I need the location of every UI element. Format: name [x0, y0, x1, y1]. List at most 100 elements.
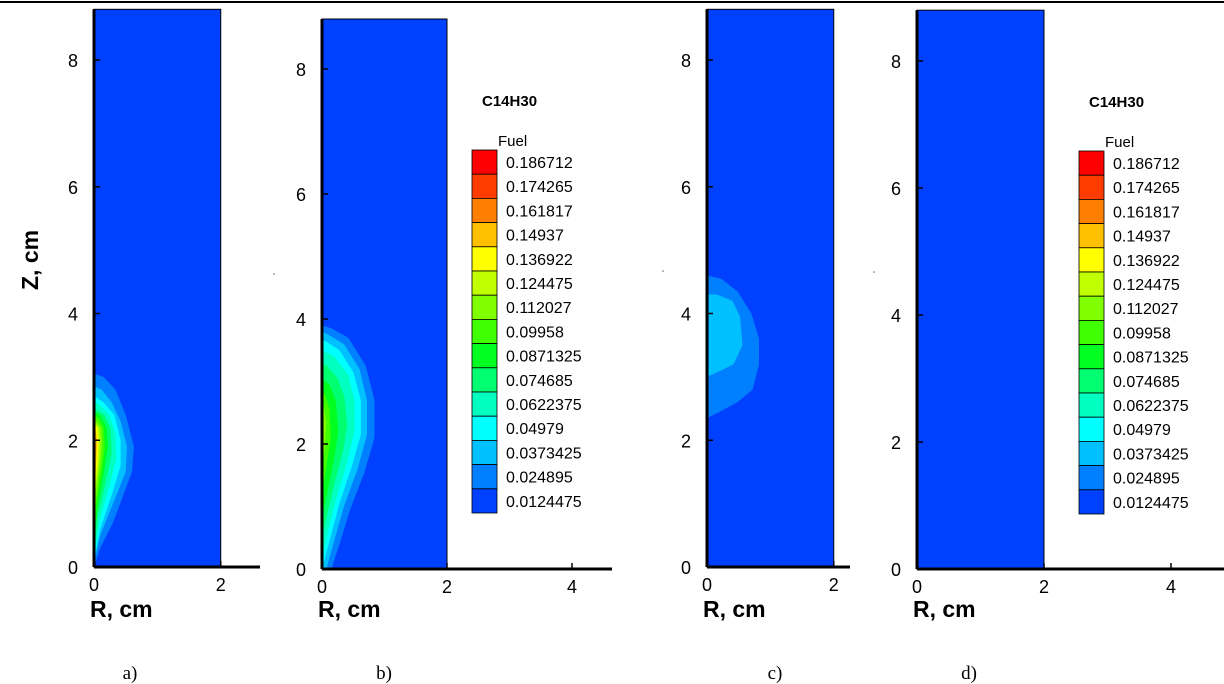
separator-dot	[662, 270, 664, 272]
y-tick-label: 4	[296, 310, 306, 330]
legend-swatch	[471, 488, 498, 514]
legend-level-label: 0.074685	[506, 373, 573, 390]
legend-level-label: 0.161817	[1113, 204, 1180, 221]
contour-band	[707, 294, 743, 377]
y-tick-label: 8	[68, 51, 78, 71]
legend-level-label: 0.186712	[1113, 156, 1180, 173]
y-tick-label: 4	[681, 305, 691, 325]
y-tick-label: 0	[681, 558, 691, 578]
panel-caption: b)	[376, 663, 392, 684]
panel-c: 0 2 4 6 8 0 2 R, cm c)	[681, 8, 850, 684]
legend-level-label: 0.0373425	[1113, 446, 1189, 463]
x-axis-title: R, cm	[90, 596, 153, 622]
x-axis-title: R, cm	[318, 596, 381, 622]
legend-swatch	[471, 439, 498, 465]
legend-swatch	[471, 294, 498, 320]
panel-caption: c)	[768, 663, 783, 684]
legend-swatch	[471, 149, 498, 175]
legend-level-label: 0.112027	[506, 300, 572, 317]
separator-dot	[873, 271, 875, 273]
separator-dot	[273, 273, 275, 275]
legend-swatch	[471, 246, 498, 272]
legend-level-label: 0.0871325	[1113, 350, 1189, 367]
legend-level-label: 0.09958	[506, 324, 564, 341]
x-tick-label: 2	[1039, 577, 1049, 597]
y-tick-label: 2	[68, 431, 78, 451]
legend-swatch	[471, 415, 498, 441]
legend-swatch	[1078, 150, 1105, 176]
legend-level-label: 0.0124475	[1113, 495, 1189, 512]
legend-title: C14H30	[482, 93, 537, 110]
panel-d: 0 2 4 6 8 0 2 4 R, cm d) C14H30 Fuel 0.186712 0.17426…	[891, 9, 1224, 684]
legend-swatch	[1078, 368, 1105, 394]
legend-level-label: 0.14937	[506, 228, 564, 245]
legend-swatch	[1078, 295, 1105, 321]
legend-level-label: 0.174265	[506, 179, 573, 196]
x-axis-title: R, cm	[913, 596, 976, 622]
y-tick-label: 4	[68, 305, 78, 325]
x-tick-label: 0	[912, 577, 922, 597]
legend: C14H30 Fuel 0.186712 0.174265 0.161817 0.1493…	[1078, 94, 1189, 515]
domain-fill	[917, 10, 1044, 569]
legend-level-label: 0.136922	[1113, 253, 1180, 270]
legend-swatch	[1078, 271, 1105, 297]
panel-a: 0 2 4 6 8 0 2 R, cm Z, cm a)	[17, 8, 260, 684]
x-tick-label: 0	[89, 575, 99, 595]
legend-swatch	[1078, 344, 1105, 370]
legend-subtitle: Fuel	[498, 133, 527, 150]
legend-level-label: 0.024895	[506, 470, 573, 487]
legend-swatch	[1078, 440, 1105, 466]
legend-level-label: 0.161817	[506, 203, 573, 220]
legend-level-label: 0.0871325	[506, 349, 582, 366]
x-tick-label: 0	[702, 575, 712, 595]
legend-swatch	[1078, 465, 1105, 491]
legend: C14H30 Fuel 0.186712 0.174265 0.161817 0.1493…	[471, 93, 582, 514]
y-tick-label: 2	[891, 433, 901, 453]
legend-level-label: 0.174265	[1113, 180, 1180, 197]
x-tick-label: 2	[829, 575, 839, 595]
x-axis-title: R, cm	[703, 596, 766, 622]
legend-swatch	[1078, 392, 1105, 418]
y-tick-label: 4	[891, 306, 901, 326]
y-axis-title: Z, cm	[17, 230, 43, 290]
panel-caption: a)	[123, 663, 138, 684]
panel-caption: d)	[961, 663, 977, 684]
legend-level-label: 0.04979	[1113, 422, 1171, 439]
y-tick-label: 6	[296, 185, 306, 205]
legend-level-label: 0.14937	[1113, 229, 1171, 246]
legend-swatch	[1078, 247, 1105, 273]
legend-level-label: 0.124475	[1113, 277, 1180, 294]
legend-swatch	[1078, 489, 1105, 515]
y-tick-label: 0	[296, 560, 306, 580]
y-tick-label: 0	[891, 560, 901, 580]
y-tick-label: 0	[68, 558, 78, 578]
legend-swatch	[1078, 319, 1105, 345]
y-tick-label: 6	[891, 179, 901, 199]
legend-level-label: 0.0622375	[506, 397, 582, 414]
legend-level-label: 0.0124475	[506, 494, 582, 511]
legend-swatch	[471, 464, 498, 490]
y-tick-label: 8	[891, 52, 901, 72]
panel-b: 0 2 4 6 8 0 2 4 R, cm b) C14H30 Fuel 0.186712 0.17426…	[296, 18, 612, 684]
legend-level-label: 0.0373425	[506, 445, 582, 462]
x-tick-label: 0	[317, 577, 327, 597]
legend-level-label: 0.0622375	[1113, 398, 1189, 415]
legend-swatch	[471, 391, 498, 417]
y-tick-label: 2	[296, 435, 306, 455]
legend-level-label: 0.136922	[506, 252, 573, 269]
legend-level-label: 0.04979	[506, 421, 564, 438]
legend-swatch	[471, 318, 498, 344]
y-tick-label: 2	[681, 431, 691, 451]
legend-swatch	[1078, 223, 1105, 249]
y-tick-label: 8	[681, 51, 691, 71]
x-tick-label: 2	[216, 575, 226, 595]
legend-level-label: 0.186712	[506, 155, 573, 172]
legend-level-label: 0.112027	[1113, 301, 1179, 318]
legend-swatch	[471, 367, 498, 393]
legend-swatch	[471, 173, 498, 199]
legend-level-label: 0.09958	[1113, 325, 1171, 342]
y-tick-label: 6	[68, 178, 78, 198]
legend-swatch	[1078, 198, 1105, 224]
legend-level-label: 0.124475	[506, 276, 573, 293]
